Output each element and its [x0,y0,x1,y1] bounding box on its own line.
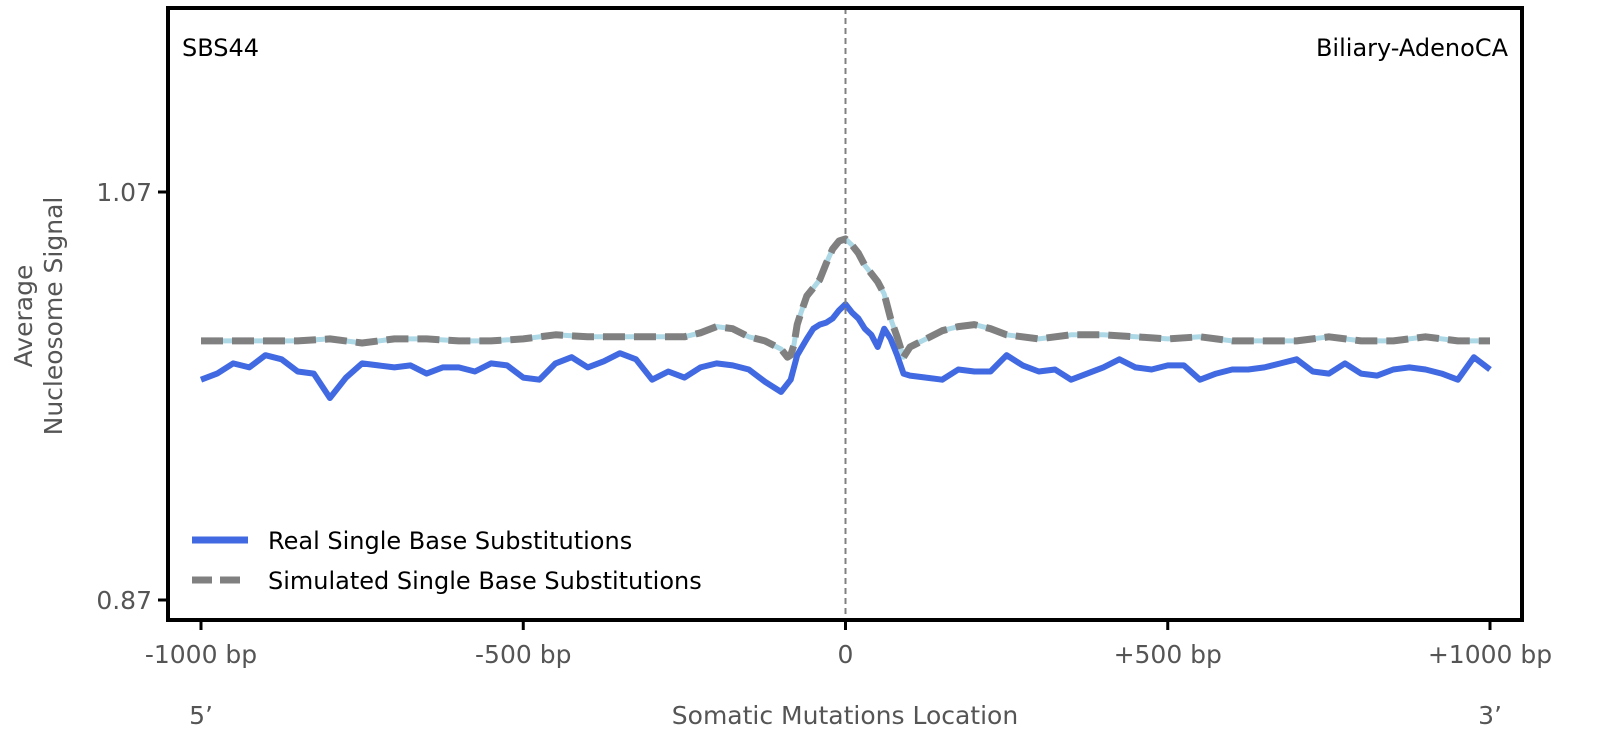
x-axis: -1000 bp -500 bp 0 +500 bp +1000 bp [145,620,1552,669]
x-tick-label: -1000 bp [145,640,257,669]
x-tick-label: -500 bp [475,640,571,669]
cancer-type-label: Biliary-AdenoCA [1316,34,1509,62]
plot-lines [199,235,1492,401]
three-prime-label: 3’ [1478,701,1502,730]
x-axis-label: Somatic Mutations Location [672,701,1018,730]
x-tick-label: 0 [838,640,854,669]
y-axis: 0.87 1.07 [96,178,168,615]
x-tick-label: +1000 bp [1428,640,1552,669]
legend-real-label: Real Single Base Substitutions [268,527,632,555]
simulated-series-line [201,235,1490,361]
real-series-line [199,301,1492,401]
y-tick-label: 1.07 [96,178,152,207]
legend: Real Single Base Substitutions Simulated… [192,527,702,595]
y-tick-label: 0.87 [96,586,152,615]
x-tick-label: +500 bp [1114,640,1222,669]
y-axis-label-line2: Nucleosome Signal [39,197,68,436]
legend-sim-label: Simulated Single Base Substitutions [268,567,702,595]
y-axis-label-line1: Average [9,265,38,368]
signature-label: SBS44 [182,34,259,62]
five-prime-label: 5’ [189,701,213,730]
